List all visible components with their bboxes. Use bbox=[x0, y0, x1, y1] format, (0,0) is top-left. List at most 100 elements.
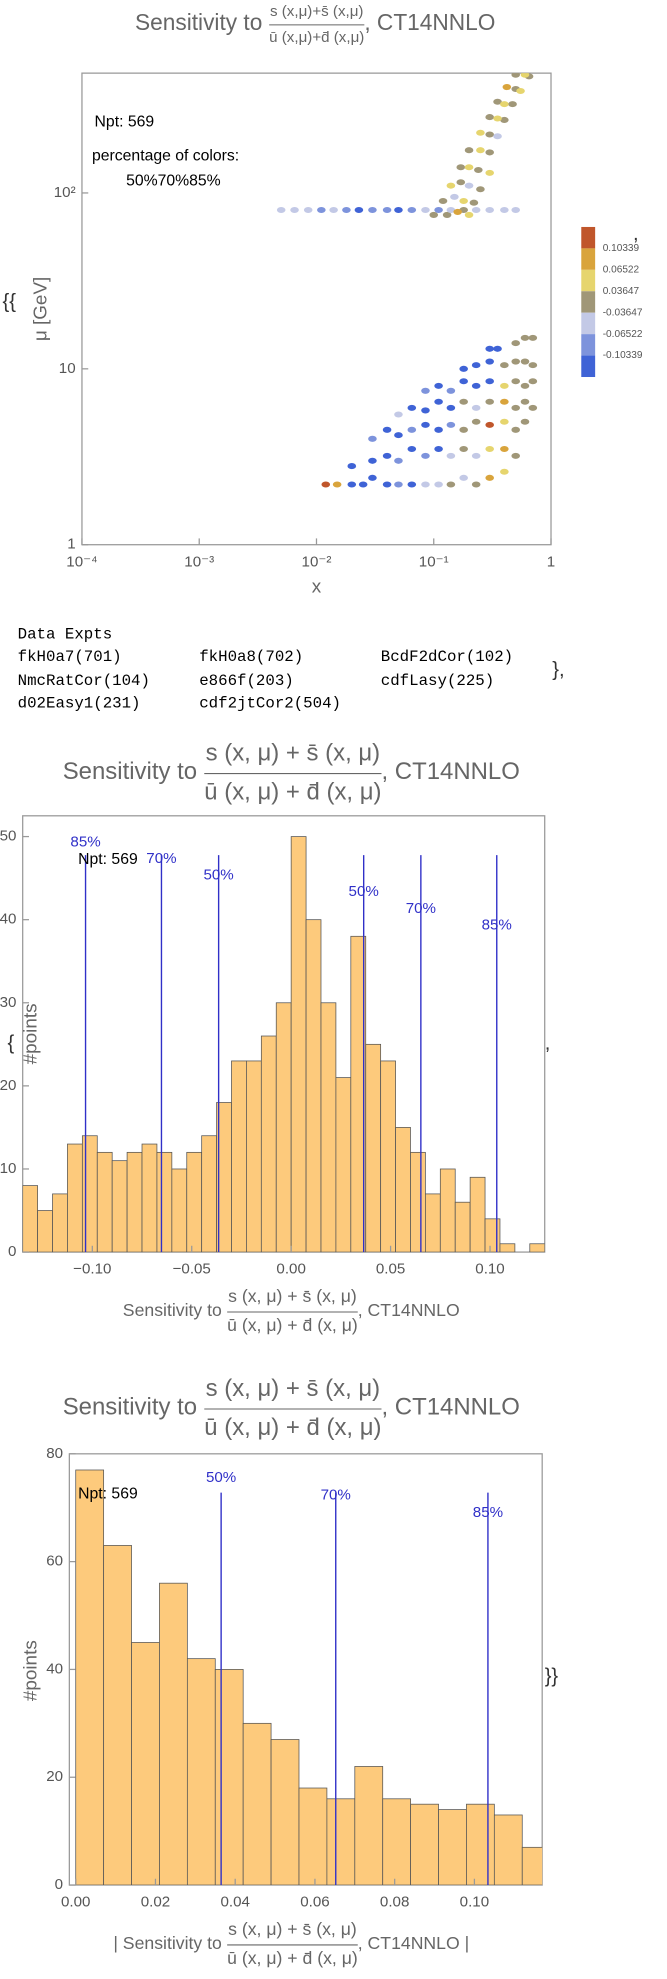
point bbox=[438, 197, 448, 205]
point bbox=[471, 362, 481, 369]
point bbox=[511, 426, 521, 433]
brace: }} bbox=[545, 1665, 559, 1687]
point bbox=[434, 398, 443, 405]
bar bbox=[231, 1060, 247, 1253]
notebook-content: {{ , Data Expts fkH0a7(701) fkH0a8(702) … bbox=[0, 3, 643, 1968]
point bbox=[493, 345, 502, 352]
point bbox=[421, 452, 430, 459]
expt-entry: e866f(203) bbox=[199, 672, 294, 690]
annotation: Npt: 569 bbox=[78, 851, 138, 868]
point bbox=[485, 206, 494, 214]
point bbox=[500, 206, 509, 214]
bar bbox=[365, 1043, 382, 1253]
expt-entry: fkH0a8(702) bbox=[199, 648, 303, 666]
annotation: Npt: 569 bbox=[95, 113, 155, 130]
point bbox=[500, 445, 509, 453]
bar bbox=[275, 1002, 292, 1253]
point bbox=[421, 407, 430, 414]
bar bbox=[242, 1722, 272, 1886]
point bbox=[394, 411, 403, 418]
x-tick-label: 0.00 bbox=[61, 1894, 90, 1911]
x-axis-label-suffix: , CT14NNLO | bbox=[358, 1933, 469, 1953]
x-tick-label: 0.02 bbox=[141, 1894, 170, 1911]
threshold-label: 70% bbox=[146, 850, 176, 867]
chart-title-denominator: ū (x, μ) + d̄ (x, μ) bbox=[204, 778, 381, 805]
x-axis-label: x bbox=[312, 577, 322, 598]
point bbox=[456, 164, 466, 171]
point bbox=[464, 211, 474, 218]
chart-title-prefix: Sensitivity to bbox=[63, 758, 197, 785]
plot-area bbox=[22, 836, 545, 1253]
y-tick-label: 20 bbox=[0, 1077, 16, 1094]
bar bbox=[469, 1176, 486, 1253]
point bbox=[446, 182, 456, 189]
expt-entry: fkH0a7(701) bbox=[18, 648, 122, 666]
point bbox=[471, 206, 481, 214]
chart-title-prefix: Sensitivity to bbox=[63, 1394, 197, 1421]
point bbox=[453, 208, 462, 215]
point bbox=[317, 206, 326, 214]
point bbox=[493, 98, 502, 105]
point bbox=[520, 382, 530, 389]
point bbox=[459, 474, 468, 481]
chart-title-suffix: , CT14NNLO bbox=[381, 758, 519, 785]
point bbox=[394, 432, 403, 439]
threshold-label: 85% bbox=[70, 833, 100, 850]
bar bbox=[103, 1545, 132, 1886]
point bbox=[485, 149, 494, 156]
bar bbox=[410, 1151, 426, 1253]
bar bbox=[290, 836, 307, 1253]
colorbar-swatch bbox=[581, 312, 596, 335]
point bbox=[342, 206, 351, 214]
x-axis-label-suffix: , CT14NNLO bbox=[358, 1300, 460, 1320]
point bbox=[464, 147, 474, 154]
point bbox=[446, 452, 456, 459]
point bbox=[528, 404, 538, 411]
point bbox=[459, 445, 468, 453]
point bbox=[471, 452, 481, 459]
x-tick-label: 10⁻¹ bbox=[419, 553, 449, 570]
threshold-label: 50% bbox=[206, 1469, 236, 1486]
point bbox=[382, 452, 392, 459]
bar bbox=[186, 1658, 216, 1886]
colorbar-label: -0.03647 bbox=[603, 307, 643, 318]
bar bbox=[52, 1193, 68, 1253]
expts-title: Data Expts bbox=[18, 625, 113, 643]
chart-title-denominator: ū (x,μ)+d̄ (x,μ) bbox=[269, 29, 364, 46]
point bbox=[407, 426, 417, 433]
y-axis-label: #points bbox=[21, 1003, 42, 1064]
point bbox=[476, 147, 485, 154]
bar bbox=[131, 1642, 160, 1886]
bar bbox=[499, 1243, 516, 1253]
bar bbox=[126, 1151, 143, 1253]
bar bbox=[298, 1787, 328, 1886]
point bbox=[434, 445, 443, 453]
point bbox=[434, 382, 443, 389]
point bbox=[394, 206, 403, 214]
expt-entry: d02Easy1(231) bbox=[18, 695, 141, 713]
point bbox=[528, 362, 538, 369]
x-tick-label: 10⁻² bbox=[302, 553, 332, 570]
point bbox=[485, 421, 494, 428]
colorbar-label: -0.06522 bbox=[603, 329, 643, 340]
point bbox=[471, 481, 481, 488]
bar bbox=[521, 1846, 543, 1886]
x-axis-label-numerator: s (x, μ) + s̄ (x, μ) bbox=[228, 1286, 357, 1306]
chart-title-numerator: s (x, μ) + s̄ (x, μ) bbox=[206, 739, 381, 766]
annotation: 50%70%85% bbox=[126, 173, 221, 190]
point bbox=[459, 398, 468, 405]
bar bbox=[246, 1060, 262, 1253]
bar bbox=[96, 1151, 113, 1253]
point bbox=[446, 481, 456, 488]
point bbox=[502, 84, 512, 91]
point bbox=[347, 481, 357, 488]
x-tick-label: 0.10 bbox=[475, 1261, 504, 1278]
point bbox=[446, 206, 456, 214]
point bbox=[421, 421, 430, 428]
point bbox=[407, 481, 417, 488]
colorbar-label: 0.03647 bbox=[603, 286, 640, 297]
bar bbox=[395, 1127, 411, 1253]
point bbox=[434, 426, 443, 433]
point bbox=[511, 73, 520, 78]
point bbox=[500, 101, 509, 108]
